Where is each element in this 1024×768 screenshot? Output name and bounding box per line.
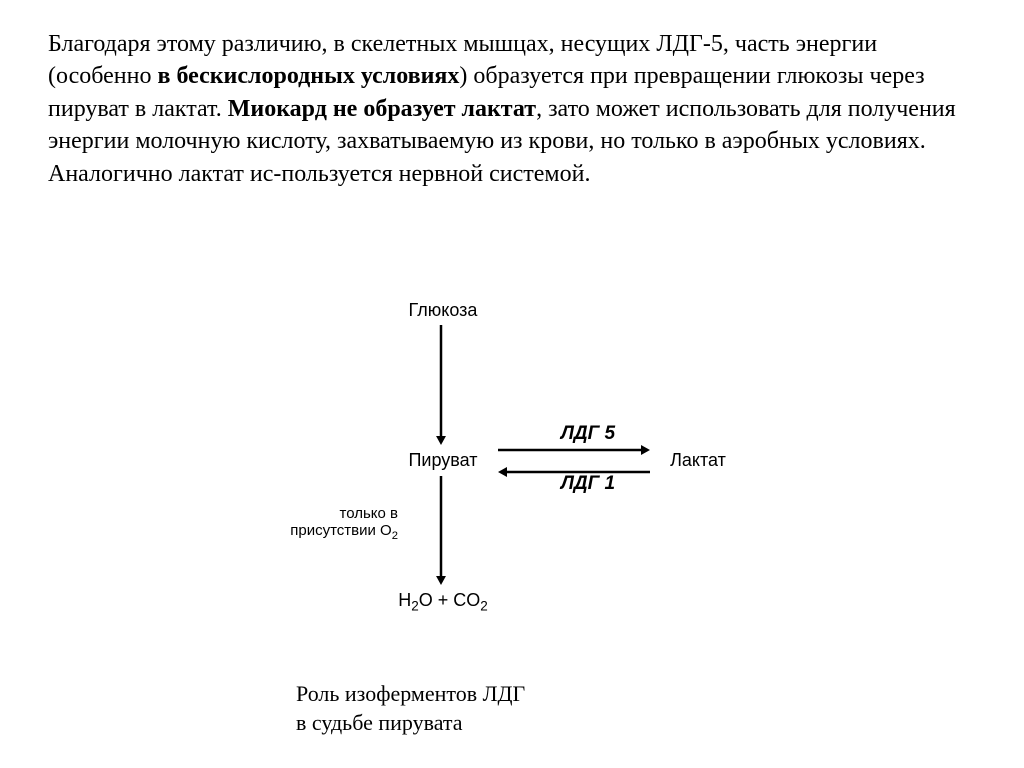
caption-line1: Роль изоферментов ЛДГ <box>296 680 525 709</box>
main-paragraph: Благодаря этому различию, в скелетных мы… <box>48 28 976 190</box>
arrow-lactate-pyruvate <box>486 460 662 484</box>
arrow-pyruvate-lactate <box>486 438 662 462</box>
caption-line2: в судьбе пирувата <box>296 709 525 738</box>
annotation-oxygen: только вприсутствии O2 <box>268 505 398 542</box>
arrow-pyruvate-products <box>429 464 453 597</box>
diagram-caption: Роль изоферментов ЛДГ в судьбе пирувата <box>296 680 525 737</box>
arrow-glucose-pyruvate <box>429 313 453 457</box>
pyruvate-diagram: Глюкоза Пируват Лактат H2O + CO2 ЛДГ 5 Л… <box>238 300 778 620</box>
node-lactate: Лактат <box>658 450 738 471</box>
